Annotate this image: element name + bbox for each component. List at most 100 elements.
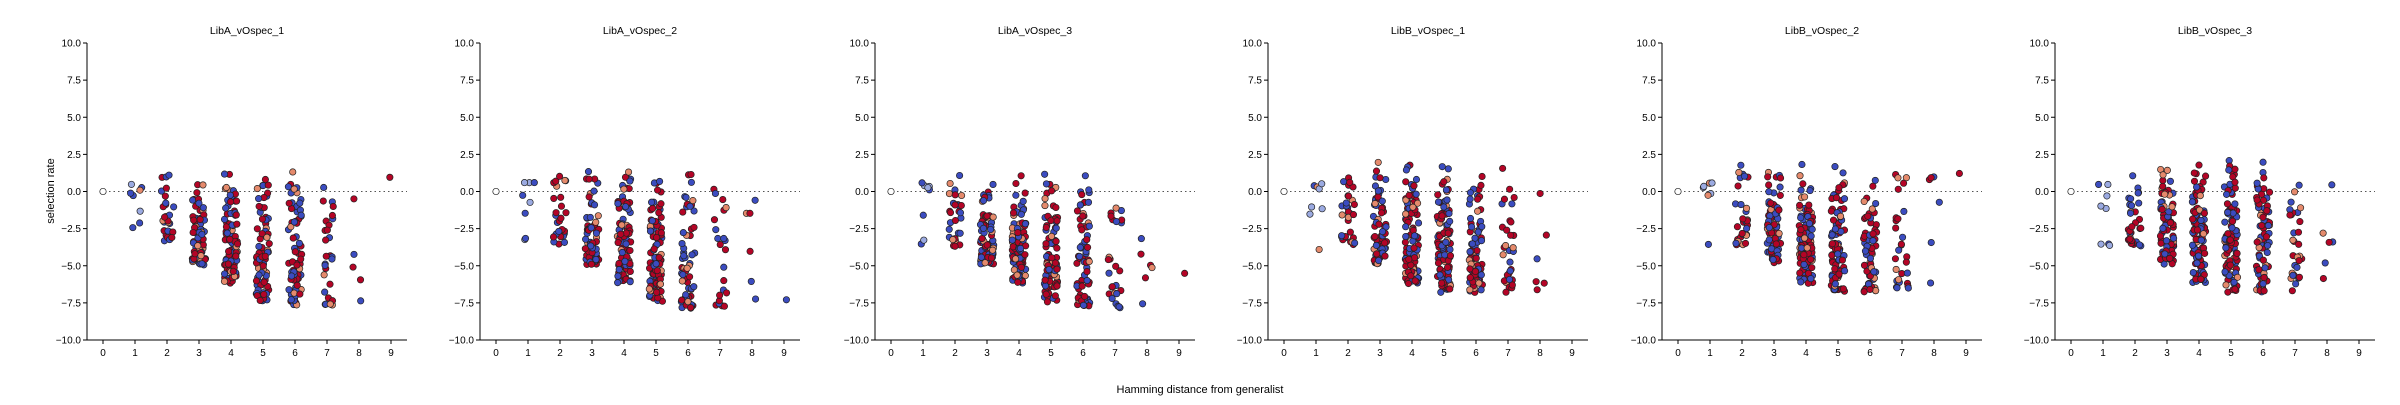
data-point <box>919 211 927 219</box>
data-point <box>197 252 205 260</box>
x-tick-label: 6 <box>1867 348 1873 359</box>
data-point <box>1743 204 1751 212</box>
data-point <box>350 195 358 203</box>
data-point <box>1832 194 1841 202</box>
data-point <box>720 302 728 310</box>
data-point <box>2231 200 2239 208</box>
data-point <box>557 214 565 222</box>
data-point <box>686 273 694 281</box>
data-point <box>1955 169 1963 178</box>
data-point <box>1340 178 1348 186</box>
data-point <box>2260 274 2268 282</box>
data-point <box>587 224 595 232</box>
y-tick-label: −5.0 <box>61 261 81 272</box>
data-point <box>1466 274 1474 282</box>
data-point <box>1474 207 1482 215</box>
y-tick-label: −7.5 <box>2029 298 2049 309</box>
data-point <box>2166 177 2174 185</box>
x-tick-label: 8 <box>1931 348 1937 359</box>
data-point <box>287 296 295 304</box>
data-point <box>321 288 329 296</box>
data-point <box>2163 166 2171 174</box>
y-tick-label: −10.0 <box>844 336 870 347</box>
x-tick-label: 6 <box>685 348 691 359</box>
data-point <box>2199 230 2208 238</box>
data-point <box>2166 219 2174 227</box>
data-point <box>555 227 563 235</box>
data-point <box>1083 236 1091 244</box>
data-point <box>1141 274 1150 282</box>
x-tick-label: 1 <box>525 348 531 359</box>
data-point <box>656 177 664 185</box>
data-point <box>2223 200 2231 208</box>
data-point <box>2266 188 2274 196</box>
data-point <box>1471 267 1479 276</box>
data-point <box>2127 195 2135 203</box>
data-point <box>1043 298 1051 306</box>
data-point <box>590 187 598 195</box>
data-point <box>2319 274 2327 283</box>
data-point <box>2193 259 2201 267</box>
y-tick-label: −5.0 <box>2029 261 2049 272</box>
data-point <box>2325 238 2333 246</box>
data-point <box>1445 209 1453 218</box>
data-point <box>1860 197 1868 205</box>
data-point <box>2328 181 2336 189</box>
y-tick-label: −7.5 <box>1636 298 1656 309</box>
data-point <box>2128 223 2136 231</box>
data-point <box>1765 188 1773 196</box>
data-point <box>520 179 529 187</box>
data-point <box>1446 217 1454 225</box>
data-point <box>136 219 144 227</box>
data-point <box>951 191 959 199</box>
data-point <box>1903 269 1911 277</box>
data-point <box>1280 187 1288 196</box>
data-point <box>253 225 261 233</box>
data-point <box>987 254 996 262</box>
data-point <box>220 277 228 285</box>
data-point <box>1014 278 1022 286</box>
data-point <box>1904 284 1912 292</box>
data-point <box>225 247 233 255</box>
data-point <box>615 259 623 267</box>
data-point <box>2170 234 2178 242</box>
data-point <box>2195 161 2203 169</box>
data-point <box>1502 242 1510 250</box>
data-point <box>983 212 991 220</box>
data-point <box>1803 244 1811 252</box>
data-point <box>1540 279 1548 287</box>
data-point <box>1371 232 1379 241</box>
data-point <box>260 278 268 286</box>
data-point <box>1870 268 1878 276</box>
data-point <box>1704 240 1712 248</box>
data-point <box>1107 212 1115 220</box>
data-point <box>1503 226 1511 234</box>
x-axis-label: Hamming distance from generalist <box>1117 384 1284 396</box>
data-point <box>2200 209 2208 217</box>
panel-title: LibA_vOspec_3 <box>998 25 1072 37</box>
data-point <box>1404 279 1413 288</box>
data-point <box>920 236 928 244</box>
data-point <box>648 198 656 206</box>
data-point <box>678 296 686 304</box>
data-point <box>1935 198 1943 206</box>
data-point <box>226 191 234 199</box>
data-point <box>1112 218 1120 226</box>
data-point <box>1869 230 1877 238</box>
data-point <box>1741 239 1750 247</box>
data-point <box>956 171 964 180</box>
data-point <box>592 229 600 237</box>
data-point <box>720 263 728 271</box>
data-point <box>1500 195 1509 203</box>
data-point <box>1772 240 1780 248</box>
data-point <box>1891 255 1899 263</box>
data-point <box>1402 178 1410 186</box>
data-point <box>1338 232 1346 240</box>
data-point <box>350 250 358 258</box>
data-point <box>1402 232 1410 241</box>
data-point <box>386 173 394 181</box>
data-point <box>1434 259 1442 267</box>
data-point <box>2230 278 2238 286</box>
data-point <box>1837 212 1845 220</box>
data-point <box>129 224 137 232</box>
